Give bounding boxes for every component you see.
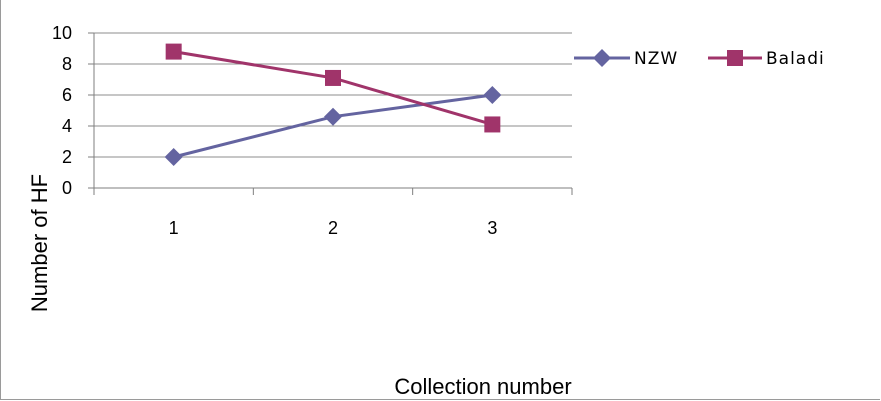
legend-label-nzw: NZW — [634, 49, 678, 69]
y-tick-label: 10 — [52, 23, 72, 43]
y-tick-labels: 0 2 4 6 8 10 — [52, 23, 72, 198]
y-tick-label: 8 — [62, 54, 72, 74]
legend-label-baladi: Baladi — [766, 49, 825, 69]
legend-marker-nzw — [593, 49, 611, 67]
data-point-nzw — [324, 107, 342, 126]
x-tick-label: 2 — [328, 218, 338, 238]
x-tick-label: 3 — [487, 218, 497, 238]
data-point-baladi — [325, 69, 341, 86]
series-lines — [173, 50, 493, 159]
y-axis-label: Number of HF — [27, 174, 52, 312]
data-point-nzw — [483, 86, 502, 104]
y-tick-label: 2 — [62, 147, 72, 167]
y-tick-label: 0 — [62, 178, 72, 198]
series-markers — [164, 43, 502, 166]
x-axis-label: Collection number — [394, 374, 571, 399]
data-point-baladi — [165, 43, 182, 60]
y-tick-label: 4 — [62, 116, 72, 136]
x-tick-labels: 1 2 3 — [169, 218, 498, 238]
data-point-baladi — [484, 116, 501, 133]
legend: NZW Baladi — [574, 49, 825, 69]
x-tick-label: 1 — [169, 218, 179, 238]
legend-marker-baladi — [727, 50, 743, 66]
axes — [88, 32, 573, 195]
data-point-nzw — [164, 148, 183, 166]
y-tick-label: 6 — [62, 85, 72, 105]
